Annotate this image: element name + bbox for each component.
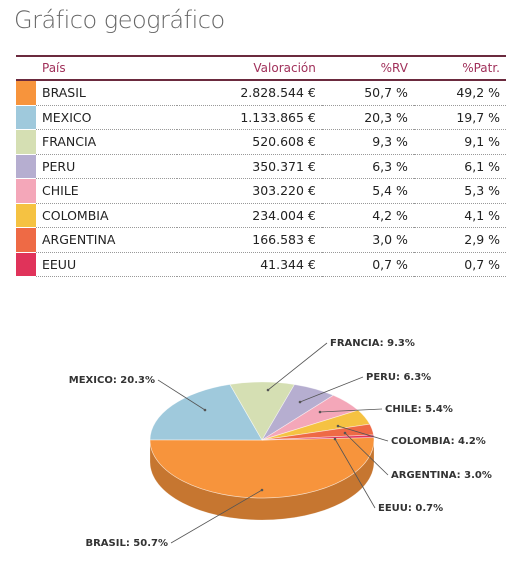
- data-label: PERU: 6.3%: [366, 372, 431, 383]
- leader-dot: [260, 488, 264, 492]
- table-cell: FRANCIA: [36, 129, 178, 155]
- data-label: CHILE: 5.4%: [385, 404, 453, 415]
- header-cell: País: [36, 55, 178, 81]
- table-cell: 3,0 %: [321, 227, 414, 253]
- pie-chart: BRASIL: 50.7% MEXICO: 20.3% FRANCIA: 9.3% P…: [69, 338, 492, 549]
- data-label: MEXICO: 20.3%: [69, 375, 155, 386]
- color-swatch: [16, 227, 36, 253]
- table-cell: 4,1 %: [413, 203, 506, 228]
- table-cell: 6,1 %: [413, 154, 506, 179]
- table-cell: 0,7 %: [413, 252, 506, 277]
- table-cell: 50,7 %: [321, 80, 414, 106]
- table-cell: 9,3 %: [321, 129, 414, 155]
- table-cell: 20,3 %: [321, 105, 414, 130]
- table-cell: ARGENTINA: [36, 227, 178, 253]
- table-cell: 19,7 %: [413, 105, 506, 130]
- leader-dot: [203, 408, 207, 412]
- leader-dot: [336, 424, 340, 428]
- header-cell: Valoración: [177, 55, 322, 81]
- data-label: EEUU: 0.7%: [378, 503, 443, 514]
- leader-line: [170, 489, 263, 544]
- table-cell: 5,4 %: [321, 178, 414, 204]
- table-cell: 234.004 €: [177, 203, 322, 228]
- color-swatch: [16, 252, 36, 277]
- header-cell: %RV: [321, 55, 414, 81]
- table-cell: COLOMBIA: [36, 203, 178, 228]
- table-row: CHILE 303.220 €5,4 % 5,3 %: [16, 178, 506, 204]
- table-cell: 4,2 %: [321, 203, 414, 228]
- leader-line: [334, 438, 376, 509]
- leader-dot: [298, 400, 302, 404]
- table-cell: 49,2 %: [413, 80, 506, 106]
- leader-dot: [266, 388, 270, 392]
- header-cell: [16, 55, 36, 81]
- table-cell: 520.608 €: [177, 129, 322, 155]
- table-header: País Valoración %RV %Patr.: [16, 55, 506, 81]
- leader-line: [299, 376, 364, 403]
- leader-line: [344, 432, 389, 476]
- table-row: MEXICO 1.133.865 €20,3 % 19,7 %: [16, 105, 506, 130]
- table-cell: 9,1 %: [413, 129, 506, 155]
- table-row: COLOMBIA 234.004 €4,2 % 4,1 %: [16, 203, 506, 228]
- leader-line: [267, 342, 328, 391]
- page-title: Gráfico geográfico: [14, 6, 225, 34]
- leader-line: [319, 408, 383, 413]
- color-swatch: [16, 178, 36, 204]
- pie-slice: [149, 437, 375, 499]
- color-swatch: [16, 105, 36, 130]
- table-cell: MEXICO: [36, 105, 178, 130]
- data-table: País Valoración %RV %Patr. BRASIL 2.828.5…: [16, 55, 506, 277]
- data-label: COLOMBIA: 4.2%: [391, 436, 486, 447]
- table-cell: BRASIL: [36, 80, 178, 106]
- table-cell: 303.220 €: [177, 178, 322, 204]
- table-row: FRANCIA 520.608 €9,3 % 9,1 %: [16, 129, 506, 155]
- table-cell: 0,7 %: [321, 252, 414, 277]
- table-cell: EEUU: [36, 252, 178, 277]
- color-swatch: [16, 80, 36, 106]
- color-swatch: [16, 129, 36, 155]
- pie-slice: [261, 434, 375, 441]
- table-cell: 350.371 €: [177, 154, 322, 179]
- data-label: ARGENTINA: 3.0%: [391, 470, 492, 481]
- table-row: ARGENTINA 166.583 €3,0 % 2,9 %: [16, 227, 506, 253]
- pie-slice: [149, 384, 263, 441]
- color-swatch: [16, 203, 36, 228]
- table-cell: 6,3 %: [321, 154, 414, 179]
- table-row: BRASIL 2.828.544 €50,7 % 49,2 %: [16, 80, 506, 106]
- table-cell: PERU: [36, 154, 178, 179]
- leader-line: [337, 425, 389, 442]
- data-label: FRANCIA: 9.3%: [330, 338, 415, 349]
- table-cell: 2.828.544 €: [177, 80, 322, 106]
- leader-dot: [333, 437, 337, 441]
- header-cell: %Patr.: [413, 55, 506, 81]
- table-cell: CHILE: [36, 178, 178, 204]
- table-cell: 41.344 €: [177, 252, 322, 277]
- table-cell: 2,9 %: [413, 227, 506, 253]
- table-cell: 1.133.865 €: [177, 105, 322, 130]
- leader-dot: [343, 431, 347, 435]
- leader-line: [157, 379, 206, 411]
- color-swatch: [16, 154, 36, 179]
- table-row: EEUU 41.344 €0,7 % 0,7 %: [16, 252, 506, 277]
- data-label: BRASIL: 50.7%: [85, 538, 168, 549]
- table-cell: 5,3 %: [413, 178, 506, 204]
- leader-dot: [318, 410, 322, 414]
- table-row: PERU 350.371 €6,3 % 6,1 %: [16, 154, 506, 179]
- table-cell: 166.583 €: [177, 227, 322, 253]
